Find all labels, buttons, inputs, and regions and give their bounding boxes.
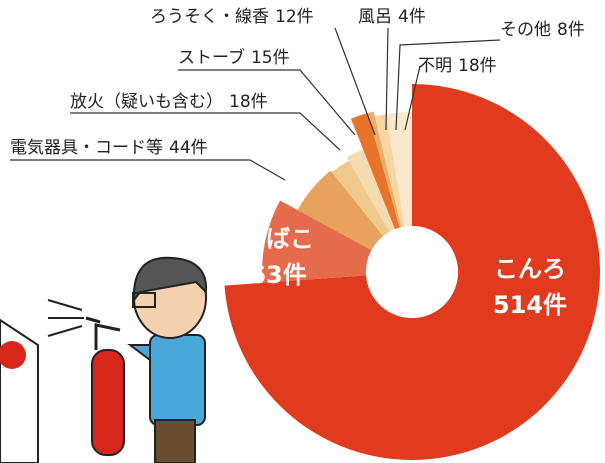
- category-label: 風呂: [358, 7, 392, 27]
- category-label: ストーブ: [178, 47, 245, 68]
- illustration: [0, 258, 206, 463]
- chart: こんろ 514件 たばこ 63件 電気器具・コード等 44件 放火（疑いも含む） 18件 ストー…: [0, 0, 605, 463]
- spray-lines: [48, 300, 84, 336]
- slice-label: その他 8件: [500, 20, 585, 40]
- value-label: 15件: [251, 48, 290, 68]
- value-label: 8件: [557, 20, 585, 40]
- value-label: 18件: [458, 56, 497, 76]
- donut-hole: [366, 226, 458, 318]
- value-label: 4件: [398, 7, 426, 27]
- category-label: その他: [500, 20, 551, 40]
- legs: [155, 420, 195, 463]
- arm: [130, 345, 150, 360]
- category-label: 電気器具・コード等: [10, 138, 163, 158]
- value-label: 44件: [169, 138, 208, 158]
- leader-line: [10, 160, 285, 180]
- page: こんろ 514件 たばこ 63件 電気器具・コード等 44件 放火（疑いも含む） 18件 ストー…: [0, 0, 605, 463]
- category-label: 放火（疑いも含む）: [70, 92, 223, 112]
- slice-label: 放火（疑いも含む） 18件: [70, 92, 268, 112]
- slice-label: ろうそく・線香 12件: [150, 7, 314, 27]
- slice-label: ストーブ 15件: [178, 47, 290, 68]
- slice-label: 電気器具・コード等 44件: [10, 138, 208, 158]
- wall: [0, 320, 38, 463]
- category-label: ろうそく・線香: [150, 7, 269, 27]
- body: [150, 335, 205, 425]
- slice-label: 不明 18件: [418, 56, 497, 76]
- value-label: 514件: [493, 291, 567, 319]
- slice-label: たばこ: [242, 225, 314, 253]
- nozzle: [86, 318, 120, 350]
- value-label: 63件: [249, 261, 306, 289]
- category-label: 不明: [418, 56, 452, 76]
- extinguisher: [92, 350, 124, 455]
- value-label: 18件: [229, 92, 268, 112]
- slice-label: こんろ: [494, 255, 566, 283]
- value-label: 12件: [275, 7, 314, 27]
- slice-label: 風呂 4件: [358, 7, 426, 27]
